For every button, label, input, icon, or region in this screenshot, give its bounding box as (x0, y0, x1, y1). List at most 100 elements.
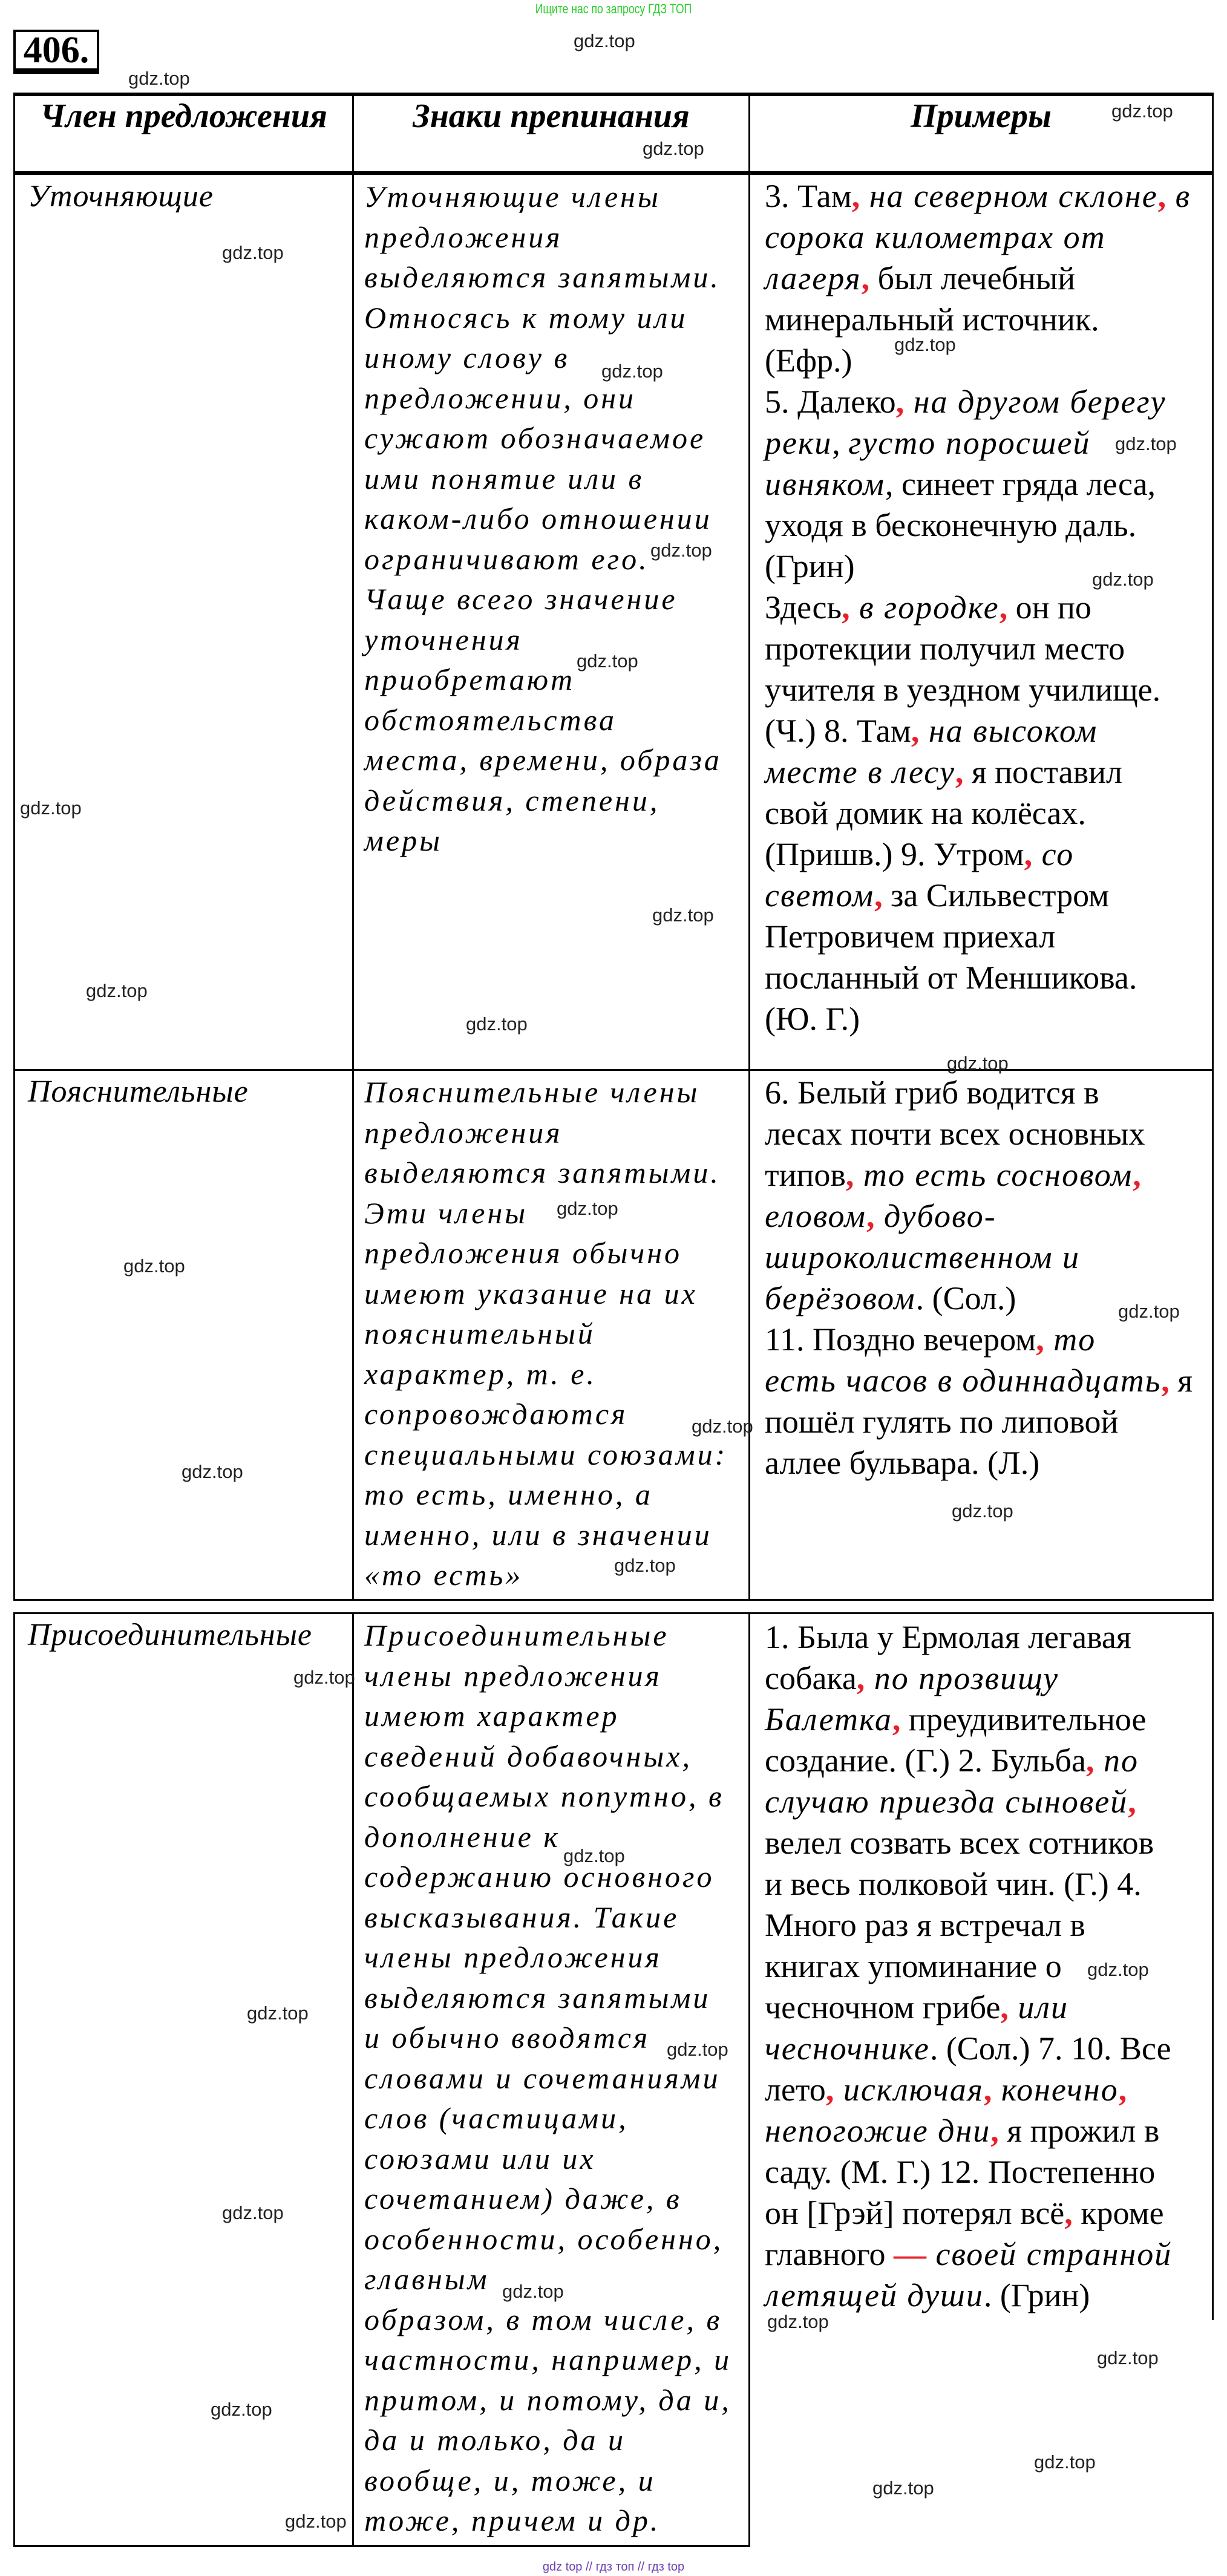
watermark: gdz.top (577, 650, 638, 672)
highlighted-punctuation: , (983, 2071, 992, 2108)
highlighted-punctuation: , (990, 2113, 999, 2149)
highlighted-punctuation: , (1128, 1783, 1136, 1820)
rule-line: предложения (364, 1115, 563, 1149)
emphasized-text: лагеря (765, 260, 862, 296)
rule-line: дополнение к (364, 1819, 560, 1854)
example-line: типов, то есть сосновом, (765, 1154, 1193, 1195)
rule-text: Присоединительные члены предложения имеют … (364, 1615, 731, 2541)
watermark: gdz.top (1118, 1301, 1180, 1322)
watermark: gdz.top (211, 2399, 272, 2420)
rule-text: Уточняющие члены предложения выделяются за… (364, 177, 722, 861)
rule-line: члены предложения (364, 1940, 662, 1974)
rule-line: да и только, да и (364, 2423, 626, 2457)
rule-line: Пояснительные члены (364, 1075, 700, 1109)
watermark: gdz.top (650, 540, 712, 561)
watermark: gdz.top (601, 361, 663, 382)
example-text: 3. Там (765, 178, 852, 214)
watermark: gdz.top (767, 2311, 829, 2332)
member-label: Уточняющие (28, 179, 214, 214)
watermark: gdz.top (293, 1667, 355, 1688)
emphasized-text: по прозвищу (865, 1660, 1059, 1696)
example-text: уходя в бесконечную даль. (765, 507, 1137, 543)
watermark: gdz.top (692, 1416, 753, 1437)
example-text: посланный от Меншикова. (765, 959, 1137, 996)
example-line: ивняком, синеет гряда леса, (765, 463, 1191, 505)
example-line: чесночнике. (Сол.) 7. 10. Все (765, 2028, 1172, 2069)
watermark: gdz.top (667, 2039, 728, 2060)
watermark: gdz.top (947, 1053, 1009, 1074)
watermark: gdz.top (1115, 433, 1177, 454)
example-text: 1. Была у Ермолая легавая (765, 1619, 1131, 1655)
example-text: аллее бульвара. (Л.) (765, 1445, 1040, 1481)
highlighted-punctuation: — (894, 2236, 927, 2272)
example-line: 1. Была у Ермолая легавая (765, 1617, 1172, 1658)
example-text: я (1169, 1362, 1193, 1399)
highlighted-punctuation: , (955, 754, 964, 790)
highlighted-punctuation: , (895, 384, 905, 420)
example-text: Здесь (765, 589, 842, 626)
example-text: . (Сол.) 7. 10. Все (929, 2030, 1171, 2067)
example-line: создание. (Г.) 2. Бульба, по (765, 1740, 1172, 1781)
rule-line: сужают обозначаемое (364, 421, 706, 455)
emphasized-text: в городке (849, 589, 1000, 626)
example-line: аллее бульвара. (Л.) (765, 1442, 1193, 1483)
emphasized-text: то есть сосновом (854, 1157, 1133, 1193)
watermark: gdz.top (557, 1198, 618, 1219)
rule-line: тоже, причем и др. (364, 2503, 661, 2537)
example-text: он [Грэй] потерял всё (765, 2195, 1065, 2231)
example-text: учителя в уездном училище. (765, 672, 1161, 708)
emphasized-text: светом (765, 877, 875, 914)
example-line: учителя в уездном училище. (765, 669, 1191, 710)
highlighted-punctuation: , (1000, 1989, 1009, 2025)
example-line: Много раз я встречал в (765, 1904, 1172, 1946)
footer-note: gdz top // гдз топ // гдз top (542, 2560, 685, 2574)
emphasized-text: на другом берегу (904, 384, 1166, 420)
example-text: я поставил (963, 754, 1122, 790)
header-punctuation: Знаки препинания (413, 97, 690, 135)
emphasized-text: широколиственном и (765, 1239, 1081, 1275)
highlighted-punctuation: , (892, 1701, 901, 1737)
example-line: (Ефр.) (765, 340, 1191, 381)
emphasized-text: на северном склоне (860, 178, 1158, 214)
emphasized-text: чесночнике (765, 2030, 930, 2067)
highlighted-punctuation: , (911, 713, 920, 749)
example-line: (Грин) (765, 546, 1191, 587)
rule-line: иному слову в (364, 341, 570, 374)
highlighted-punctuation: , (1064, 2195, 1073, 2231)
example-line: сорока километрах от (765, 217, 1191, 258)
column-divider (748, 93, 750, 1600)
emphasized-text: по (1094, 1742, 1139, 1779)
example-text: , (832, 425, 849, 461)
rule-line: места, времени, образа (364, 743, 722, 777)
rule-line: предложения (364, 220, 563, 254)
watermark: gdz.top (563, 1845, 625, 1866)
rule-line: то есть, именно, а (364, 1477, 653, 1511)
example-line: 3. Там, на северном склоне, в (765, 175, 1191, 217)
highlighted-punctuation: , (874, 877, 883, 914)
example-line: 6. Белый гриб водится в (765, 1072, 1193, 1113)
highlighted-punctuation: , (825, 2071, 834, 2108)
example-line: чесночном грибе, или (765, 1987, 1172, 2028)
example-text: лесах почти всех основных (765, 1116, 1145, 1152)
watermark: gdz.top (1111, 100, 1173, 122)
rule-line: выделяются запятыми. (364, 260, 721, 294)
example-text: пошёл гулять по липовой (765, 1404, 1119, 1440)
column-divider (352, 93, 354, 1600)
example-line: лагеря, был лечебный (765, 258, 1191, 299)
example-line: еловом, дубово- (765, 1195, 1193, 1237)
example-text: типов (765, 1157, 846, 1193)
emphasized-text: то (1044, 1321, 1096, 1358)
example-text: , синеет гряда леса, (885, 466, 1156, 502)
header-bottom-border (13, 171, 1214, 175)
example-text: минеральный источник. (765, 301, 1099, 338)
example-line: саду. (М. Г.) 12. Постепенно (765, 2151, 1172, 2192)
rule-line: именно, или в значении (364, 1517, 712, 1552)
exercise-number: 406. (13, 30, 99, 74)
example-line: главного — своей странной (765, 2234, 1172, 2275)
example-line: свой домик на колёсах. (765, 793, 1191, 834)
rule-line: имеют характер (364, 1699, 620, 1733)
emphasized-text: еловом (765, 1198, 866, 1234)
rule-line: ограничивают его. (364, 541, 649, 576)
example-line: уходя в бесконечную даль. (765, 505, 1191, 546)
example-text: и весь полковой чин. (Г.) 4. (765, 1866, 1142, 1902)
